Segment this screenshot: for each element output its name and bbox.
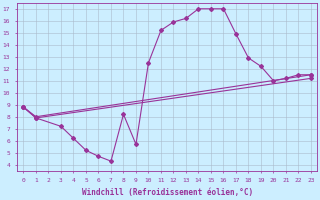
X-axis label: Windchill (Refroidissement éolien,°C): Windchill (Refroidissement éolien,°C) [82, 188, 253, 197]
